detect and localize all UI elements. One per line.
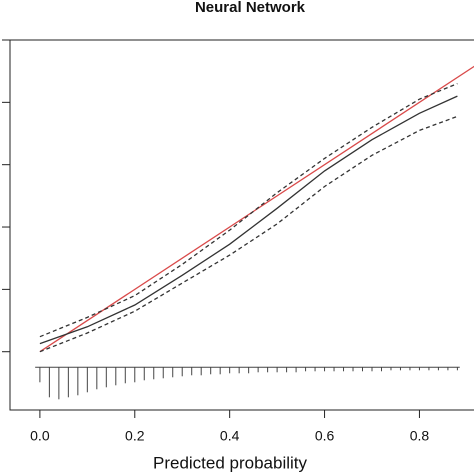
x-tick-label: 0.8 [410,428,430,444]
confidence-band [39,82,458,338]
x-tick-label: 0.6 [315,428,335,444]
chart-title: Neural Network [195,0,306,16]
x-tick-label: 0.2 [125,428,145,444]
confidence-band [39,115,458,353]
x-tick-label: 0.0 [30,428,50,444]
x-axis-label: Predicted probability [153,453,308,472]
plot-area [35,65,474,400]
calibration-line [39,95,458,345]
x-tick-label: 0.4 [220,428,240,444]
plot-frame [9,39,474,411]
